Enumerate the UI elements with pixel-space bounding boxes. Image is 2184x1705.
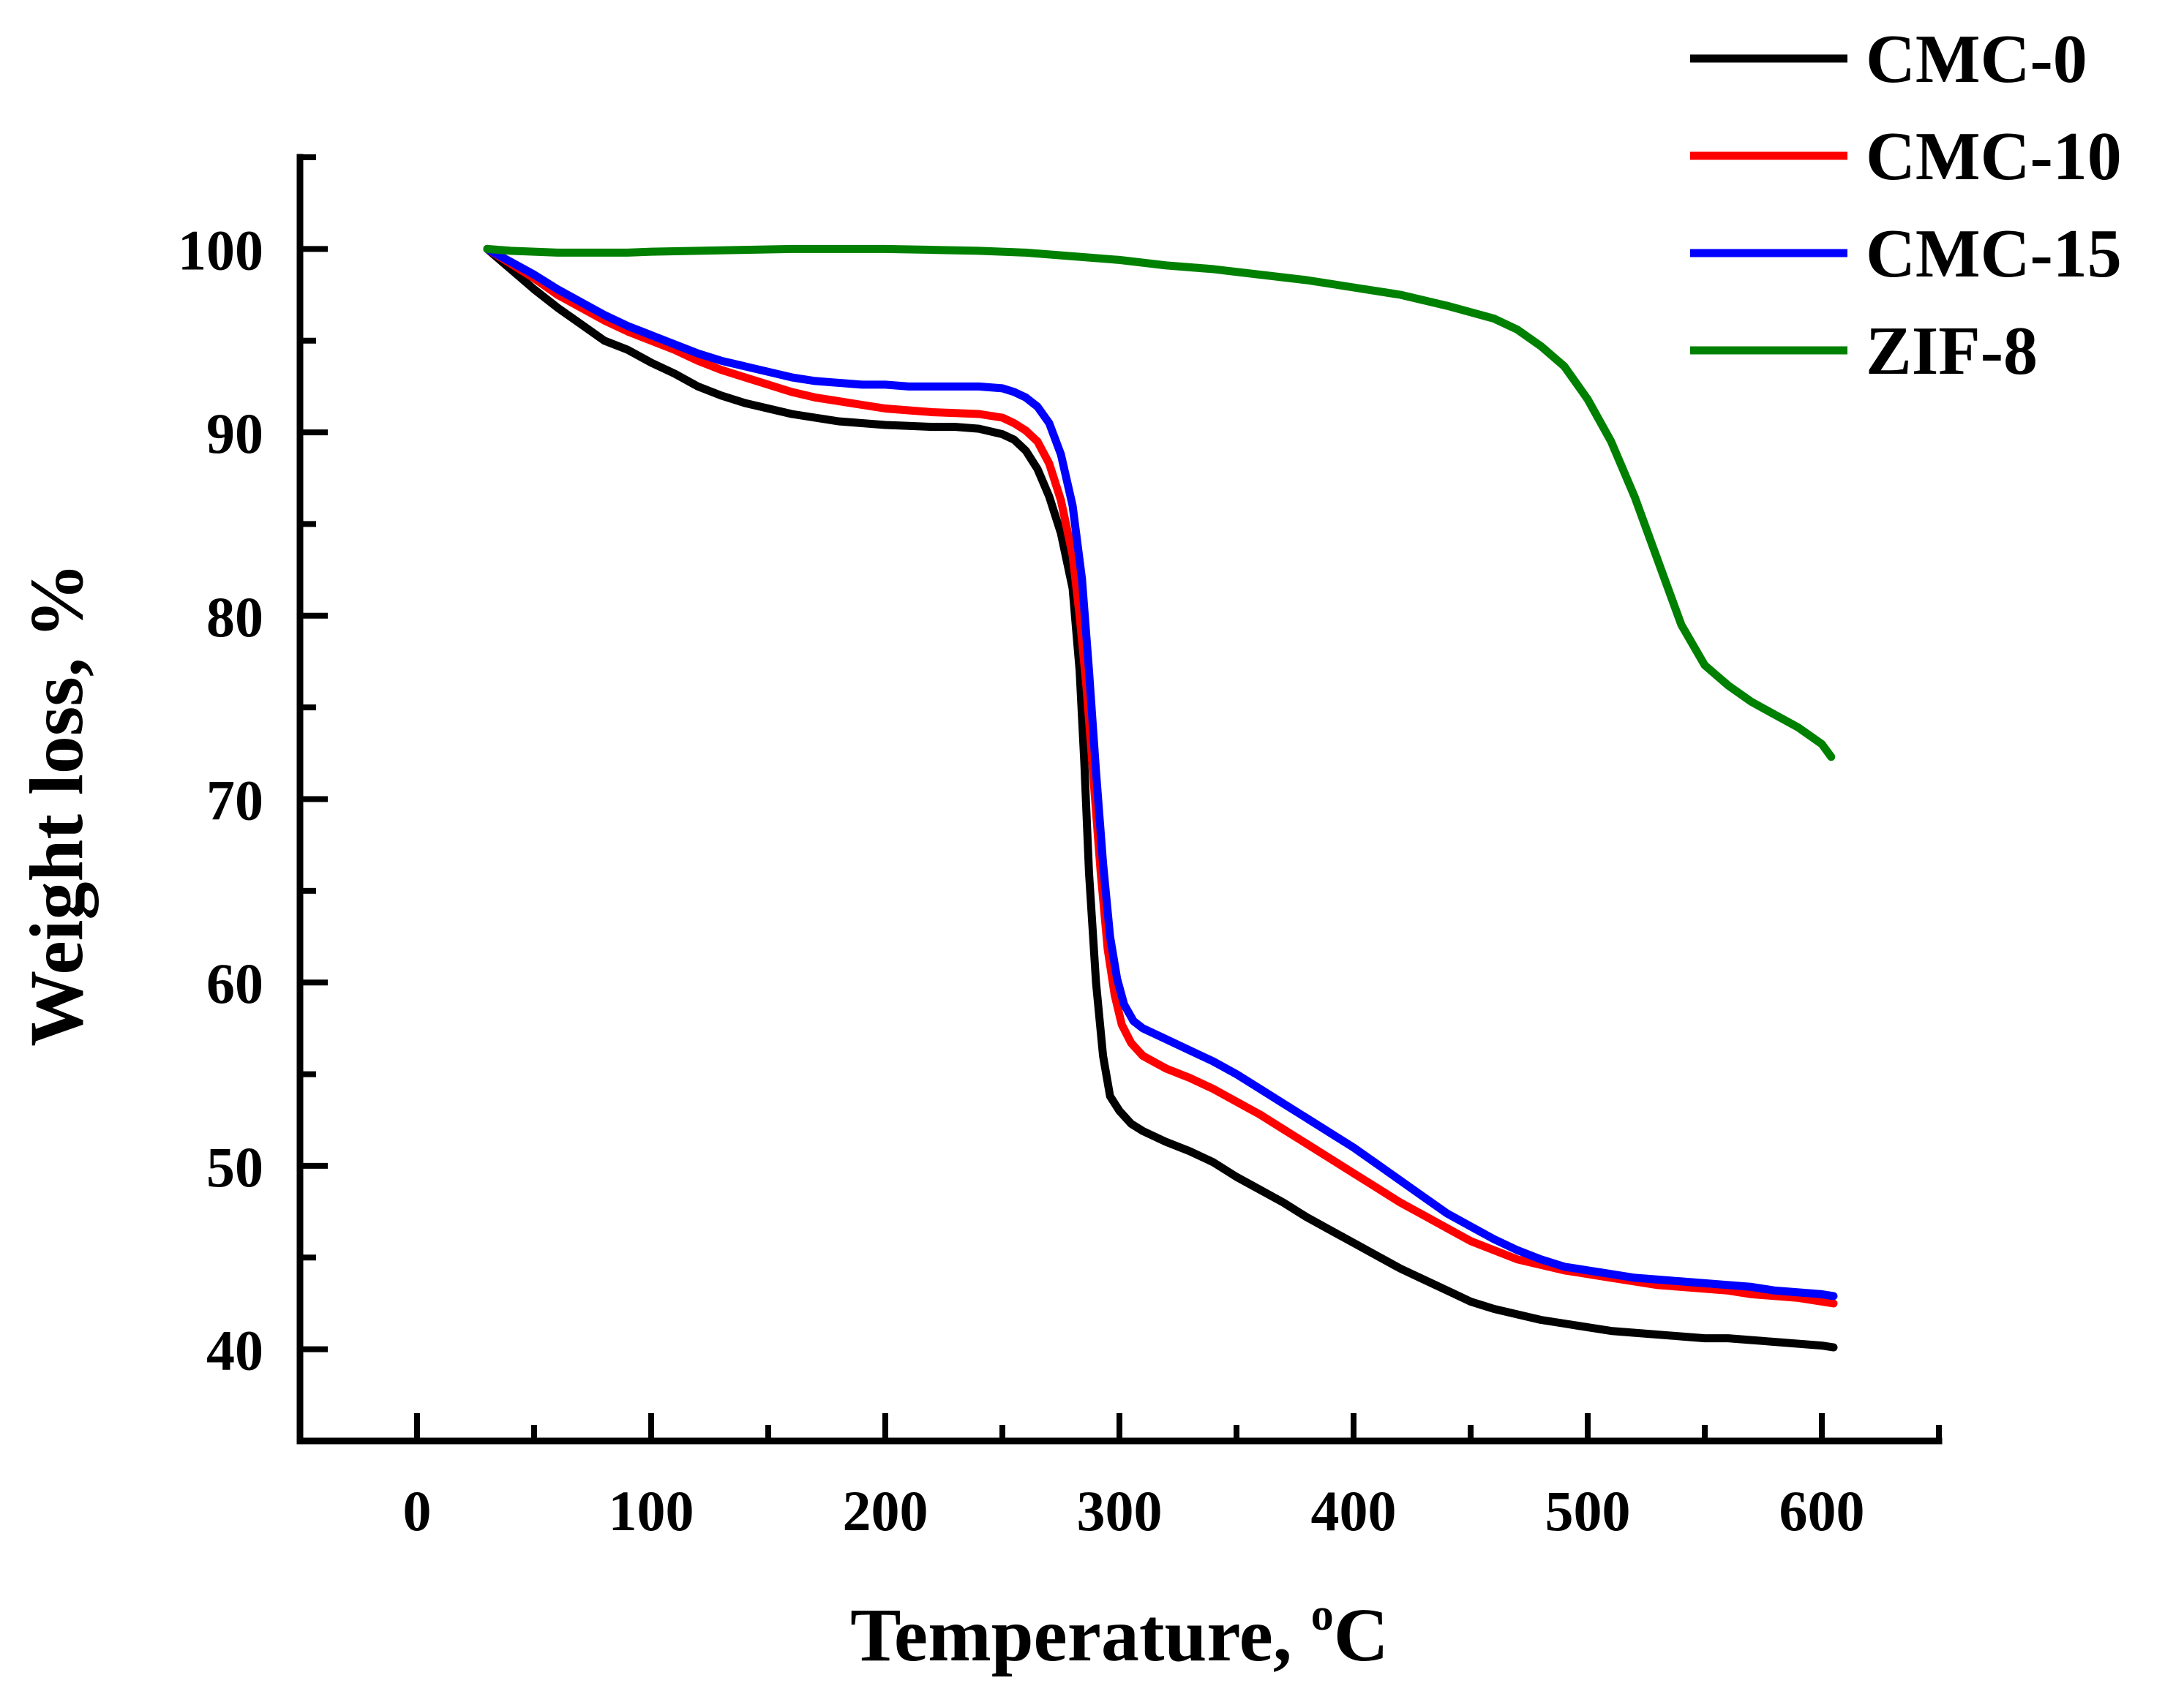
y-tick-label: 60 — [206, 952, 263, 1015]
x-tick-label: 400 — [1311, 1479, 1397, 1543]
x-tick-labels: 0 100 200 300 400 500 600 — [403, 1479, 1865, 1543]
y-tick-label: 40 — [206, 1319, 263, 1382]
legend-label-cmc-0: CMC-0 — [1866, 21, 2087, 97]
y-tick-label: 100 — [178, 218, 263, 282]
y-ticks — [300, 154, 328, 1444]
x-tick-label: 600 — [1779, 1479, 1865, 1543]
x-tick-label: 0 — [403, 1479, 432, 1543]
x-tick-label: 300 — [1077, 1479, 1163, 1543]
legend-label-cmc-15: CMC-15 — [1866, 216, 2122, 292]
x-axis-title: Temperature, oC — [850, 1590, 1389, 1677]
legend-label-zif-8: ZIF-8 — [1866, 313, 2038, 389]
series-line-zif-8 — [483, 244, 1836, 761]
legend-label-cmc-10: CMC-10 — [1866, 118, 2122, 195]
x-axis-title-unit: C — [1334, 1593, 1389, 1677]
y-tick-labels: 40 50 60 70 80 90 100 — [178, 218, 263, 1382]
x-tick-label: 200 — [843, 1479, 928, 1543]
series-line-cmc-10 — [483, 244, 1838, 1308]
x-axis-title-degree: o — [1311, 1590, 1334, 1640]
y-tick-label: 80 — [206, 585, 263, 649]
series-line-cmc-15 — [483, 244, 1838, 1301]
series-group — [483, 244, 1838, 1352]
x-ticks — [297, 1413, 1942, 1441]
legend: CMC-0 CMC-10 CMC-15 ZIF-8 — [1690, 21, 2122, 389]
x-tick-label: 100 — [609, 1479, 694, 1543]
x-axis-title-text: Temperature, — [850, 1593, 1311, 1677]
y-tick-label: 70 — [206, 769, 263, 832]
y-axis-title: Weight loss, % — [15, 562, 99, 1047]
y-tick-label: 90 — [206, 402, 263, 465]
x-tick-label: 500 — [1545, 1479, 1631, 1543]
series-line-cmc-0 — [483, 244, 1838, 1352]
y-tick-label: 50 — [206, 1135, 263, 1199]
